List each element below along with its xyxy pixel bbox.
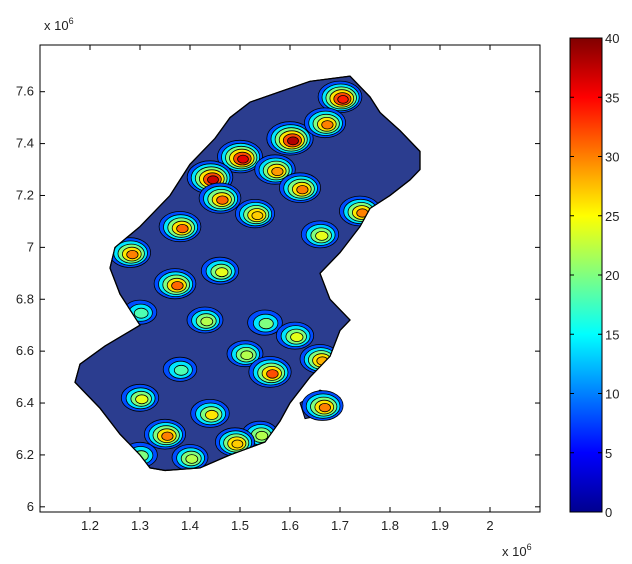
contour-hotspot (120, 383, 160, 412)
y-tick: 6 (27, 499, 540, 514)
y-tick-label: 7.4 (16, 136, 34, 151)
y-tick-label: 7 (27, 239, 34, 254)
y-tick: 6.4 (16, 395, 540, 410)
contour-hotspot (200, 256, 240, 285)
y-axis: 6 6.2 6.4 6.6 6.8 7 7.2 7.4 7.6 (16, 84, 540, 514)
y-tick: 7.2 (16, 187, 540, 202)
x-tick: 1.3 (131, 45, 149, 533)
contour-hotspot (186, 306, 224, 334)
contour-hotspot (190, 398, 230, 428)
y-tick-label: 6.8 (16, 291, 34, 306)
colorbar-tick-label: 35 (605, 90, 619, 105)
colorbar-tick: 5 (570, 446, 612, 461)
y-tick: 7.4 (16, 136, 540, 151)
contour-hotspot (226, 340, 264, 368)
y-tick: 6.8 (16, 291, 540, 306)
colorbar-tick: 25 (570, 209, 619, 224)
contour-hotspot (162, 356, 198, 382)
region-island (299, 389, 344, 421)
contour-hotspot (109, 237, 152, 268)
contour-hotspot (303, 107, 346, 139)
colorbar-tick-label: 15 (605, 327, 619, 342)
contour-hotspot (158, 211, 202, 243)
colorbar-tick: 20 (570, 268, 619, 283)
contour-hotspot (278, 172, 321, 204)
colorbar-tick-label: 0 (605, 505, 612, 520)
x-tick-label: 1.4 (181, 518, 199, 533)
contour-layer (74, 75, 421, 472)
x-tick-label: 2 (486, 518, 493, 533)
colorbar-tick-label: 40 (605, 31, 619, 46)
y-tick-label: 7.6 (16, 84, 34, 99)
x-tick-label: 1.2 (81, 518, 99, 533)
x-tick-label: 1.9 (431, 518, 449, 533)
x-axis: 1.2 1.3 1.4 1.5 1.6 1.7 1.8 1.9 2 (81, 45, 494, 533)
region-outline (74, 75, 421, 472)
contour-hotspot (317, 80, 363, 114)
contour-hotspot (247, 309, 283, 336)
colorbar-tick-label: 20 (605, 268, 619, 283)
colorbar-tick: 30 (570, 150, 619, 165)
contour-hotspot (217, 139, 263, 174)
x-tick-label: 1.7 (331, 518, 349, 533)
colorbar-scale (569, 37, 603, 513)
y-tick-label: 7.2 (16, 187, 34, 202)
x-tick: 1.4 (181, 45, 199, 533)
x-tick: 1.5 (231, 45, 249, 533)
y-tick: 6.6 (16, 343, 540, 358)
y-tick: 7 (27, 239, 540, 254)
colorbar-ticks: 0 5 10 15 20 25 30 35 40 (570, 31, 619, 520)
x-tick: 1.8 (381, 45, 399, 533)
x-tick-label: 1.5 (231, 518, 249, 533)
x-exponent-label: x 106 (502, 542, 532, 559)
y-tick: 7.6 (16, 84, 540, 99)
y-tick-label: 6 (27, 499, 34, 514)
contour-hotspot (266, 121, 314, 156)
colorbar-tick-label: 10 (605, 387, 619, 402)
contour-hotspot (198, 182, 242, 214)
colorbar-tick: 0 (570, 505, 612, 520)
x-tick: 1.6 (281, 45, 299, 533)
x-tick: 2 (486, 45, 494, 533)
region-group (74, 75, 421, 472)
contour-hotspot (301, 390, 344, 421)
contour-hotspot (300, 220, 340, 249)
y-tick: 6.2 (16, 447, 540, 462)
colorbar-tick: 40 (570, 31, 619, 46)
colorbar-tick-label: 25 (605, 209, 619, 224)
x-tick-label: 1.8 (381, 518, 399, 533)
y-tick-label: 6.4 (16, 395, 34, 410)
colorbar-tick: 10 (570, 387, 619, 402)
contour-hotspot (171, 444, 209, 471)
contour-hotspot (248, 356, 292, 388)
contour-hotspot (275, 321, 315, 350)
x-tick: 1.7 (331, 45, 349, 533)
colorbar-tick: 15 (570, 327, 619, 342)
y-tick-label: 6.6 (16, 343, 34, 358)
contour-hotspot (143, 418, 186, 450)
contour-hotspot (234, 199, 275, 229)
colorbar: 0 5 10 15 20 25 30 35 40 (569, 31, 619, 520)
colorbar-tick-label: 30 (605, 150, 619, 165)
y-exponent-label: x 106 (44, 16, 74, 33)
x-tick: 1.9 (431, 45, 449, 533)
y-tick-label: 6.2 (16, 447, 34, 462)
contour-hotspot (254, 154, 296, 185)
x-tick: 1.2 (81, 45, 99, 533)
x-tick-label: 1.6 (281, 518, 299, 533)
colorbar-tick-label: 5 (605, 446, 612, 461)
contour-hotspot (153, 268, 197, 300)
x-tick-label: 1.3 (131, 518, 149, 533)
colorbar-tick: 35 (570, 90, 619, 105)
